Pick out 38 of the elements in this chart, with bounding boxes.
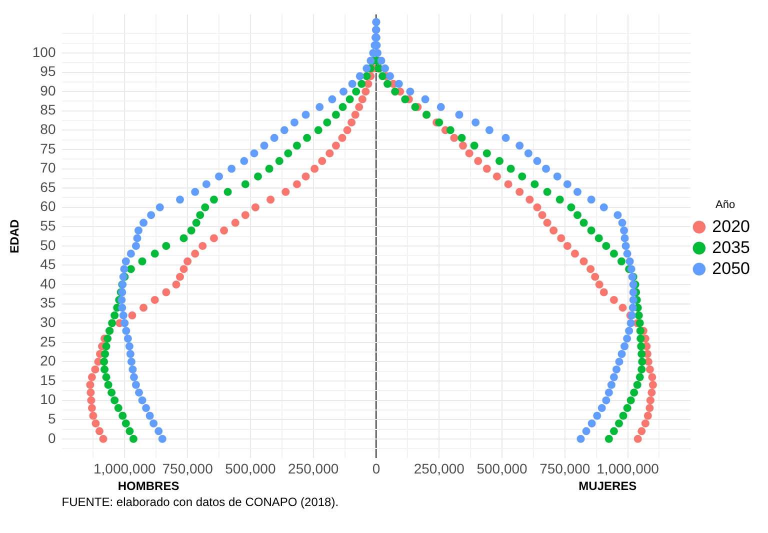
legend-label: 2035: [712, 238, 750, 257]
y-tick-label: 60: [40, 198, 56, 214]
y-tick-label: 55: [40, 218, 56, 234]
x-tick-label: 250,000: [414, 460, 465, 476]
y-tick-label: 5: [48, 410, 56, 426]
x-tick-label: 500,000: [476, 460, 528, 476]
x-tick-label: 1,000,000: [94, 460, 156, 476]
y-tick-label: 10: [40, 391, 56, 408]
y-tick-label: 95: [40, 63, 56, 80]
legend-label: 2020: [712, 216, 750, 236]
x-tick-label: 500,000: [225, 460, 276, 476]
legend-label: 2050: [712, 258, 750, 278]
y-tick-label: 25: [40, 333, 56, 350]
y-tick-label: 35: [40, 294, 56, 311]
x-tick-label: 250,000: [288, 460, 339, 476]
text: MUJERES: [578, 479, 637, 494]
y-tick-label: 20: [40, 352, 56, 369]
y-tick-label: 45: [40, 256, 56, 272]
y-tick-label: 75: [40, 140, 56, 156]
y-tick-label: 90: [40, 82, 56, 98]
x-tick-label: 0: [372, 460, 380, 476]
y-tick-label: 40: [40, 275, 56, 292]
text: HOMBRES: [118, 479, 180, 494]
y-tick-label: 100: [32, 44, 56, 60]
y-tick-label: 15: [40, 372, 56, 388]
source-note: FUENTE: elaborado con datos de CONAPO (2018).: [62, 495, 339, 510]
y-tick-label: 80: [40, 121, 56, 138]
y-tick-label: 65: [40, 178, 56, 195]
y-axis-title: EDAD: [8, 218, 22, 254]
y-tick-label: 50: [40, 236, 56, 253]
y-tick-label: 30: [40, 314, 56, 330]
x-tick-label: 750,000: [162, 460, 214, 476]
x-tick-label: 1,000,000: [596, 460, 660, 476]
y-tick-label: 85: [40, 102, 56, 118]
y-tick-label: 0: [48, 430, 56, 446]
x-tick-label: 750,000: [540, 460, 590, 476]
y-tick-label: 70: [40, 160, 56, 176]
legend-title: Año: [716, 198, 736, 211]
